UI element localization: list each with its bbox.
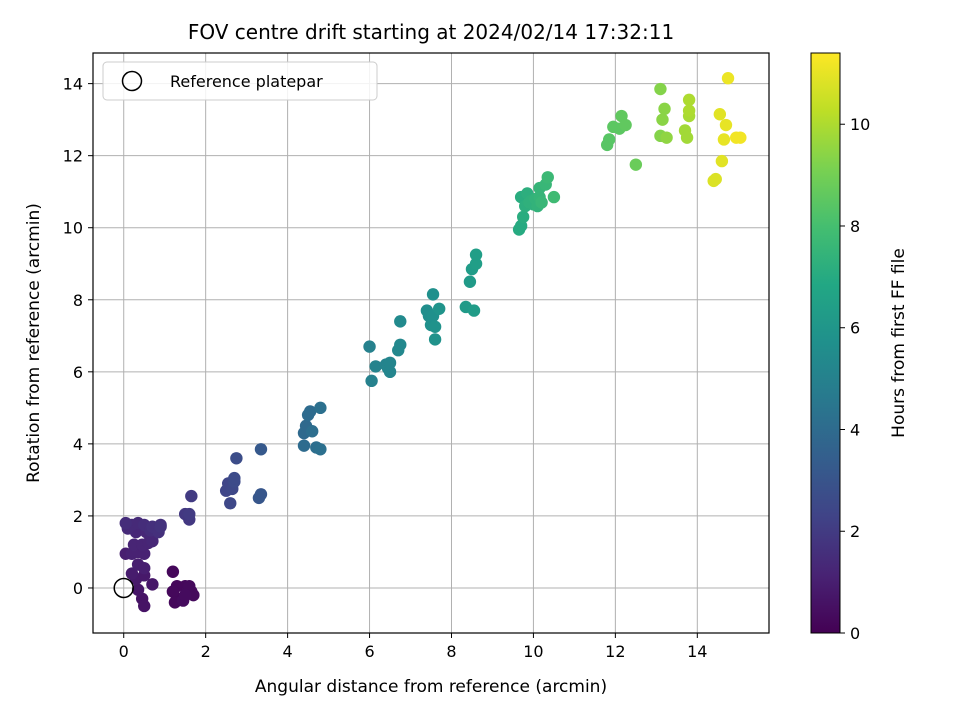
x-tick-label: 12 [605,642,625,661]
data-point [629,158,643,171]
data-point [125,567,139,580]
data-point [138,599,151,613]
legend: Reference platepar [102,61,378,101]
y-tick-label: 8 [73,291,83,310]
x-tick-label: 4 [283,642,293,661]
colorbar-tick-label: 6 [850,319,860,338]
data-point [709,172,722,186]
data-point [682,104,696,117]
data-point [717,133,731,146]
y-tick-label: 6 [73,363,83,382]
y-axis-label: Rotation from reference (arcmin) [24,203,44,483]
data-point [254,488,268,501]
data-point [680,131,694,144]
x-tick-label: 8 [446,642,456,661]
data-point [119,516,132,530]
colorbar-tick-label: 4 [850,420,860,439]
data-point [303,405,317,418]
x-tick-label: 0 [119,642,129,661]
y-tick-label: 10 [63,219,83,238]
y-tick-label: 14 [63,75,83,94]
y-tick-label: 12 [63,147,83,166]
colorbar-tick-label: 2 [850,522,860,541]
grid [93,53,769,633]
data-point [463,275,477,288]
data-point [656,113,669,126]
y-tick-label: 4 [73,435,83,454]
data-point [383,365,397,379]
x-axis-ticks: 0 2 4 6 8 10 12 14 [119,633,707,661]
data-point [138,561,151,575]
data-point [426,288,440,301]
data-point [713,108,727,121]
x-axis-label: Angular distance from reference (arcmin) [255,677,607,697]
data-point [721,72,735,85]
data-point [734,131,747,144]
data-point [547,190,561,204]
legend-box [102,61,378,101]
legend-label: Reference platepar [170,72,323,91]
data-point [603,133,616,146]
colorbar-tick-label: 0 [850,624,860,643]
data-point [469,257,483,270]
data-point [516,210,530,224]
data-point [394,315,407,328]
reference-marker [113,577,134,599]
data-point [428,320,442,333]
data-point [254,443,268,456]
data-point [654,82,667,96]
data-point [394,338,407,352]
data-point [715,154,729,168]
colorbar-label: Hours from first FF file [889,248,909,438]
data-point [619,118,632,132]
data-point [469,248,483,261]
data-point [185,489,198,503]
colorbar-ticks: 0 2 4 6 8 10 [840,115,870,643]
x-tick-label: 10 [523,642,543,661]
data-point [166,585,180,598]
data-point [228,471,241,485]
data-point [314,401,327,415]
data-point [541,171,554,184]
colorbar-tick-label: 8 [850,217,860,236]
y-axis-ticks: 0 2 4 6 8 10 12 14 [63,75,93,598]
data-point [432,302,446,315]
colorbar [810,52,841,634]
data-point [178,588,192,602]
x-tick-label: 6 [364,642,374,661]
y-tick-label: 2 [73,507,83,526]
data-point [682,93,696,107]
data-point [719,118,733,132]
data-point [146,534,159,548]
data-point [535,196,548,209]
x-tick-label: 2 [201,642,211,661]
data-point [428,333,442,346]
data-point [131,583,145,596]
data-points [119,72,747,613]
data-point [314,443,327,456]
data-point [363,340,376,353]
data-point [146,578,159,591]
data-point [305,425,319,438]
reference-marker-group [113,577,134,599]
data-point [660,131,673,144]
plot-frame [92,52,770,634]
data-point [297,439,311,452]
data-point [183,507,196,521]
data-point [230,452,243,465]
x-tick-label: 14 [687,642,707,661]
colorbar-tick-label: 10 [850,115,870,134]
data-point [224,497,237,510]
data-point [383,356,397,370]
data-point [369,360,382,373]
data-point [467,304,481,317]
data-point [166,565,180,578]
data-point [658,102,671,116]
data-point [365,374,378,388]
legend-marker-icon [121,70,143,92]
data-point [154,520,167,533]
chart-title: FOV centre drift starting at 2024/02/14 … [188,20,674,44]
y-tick-label: 0 [73,579,83,598]
